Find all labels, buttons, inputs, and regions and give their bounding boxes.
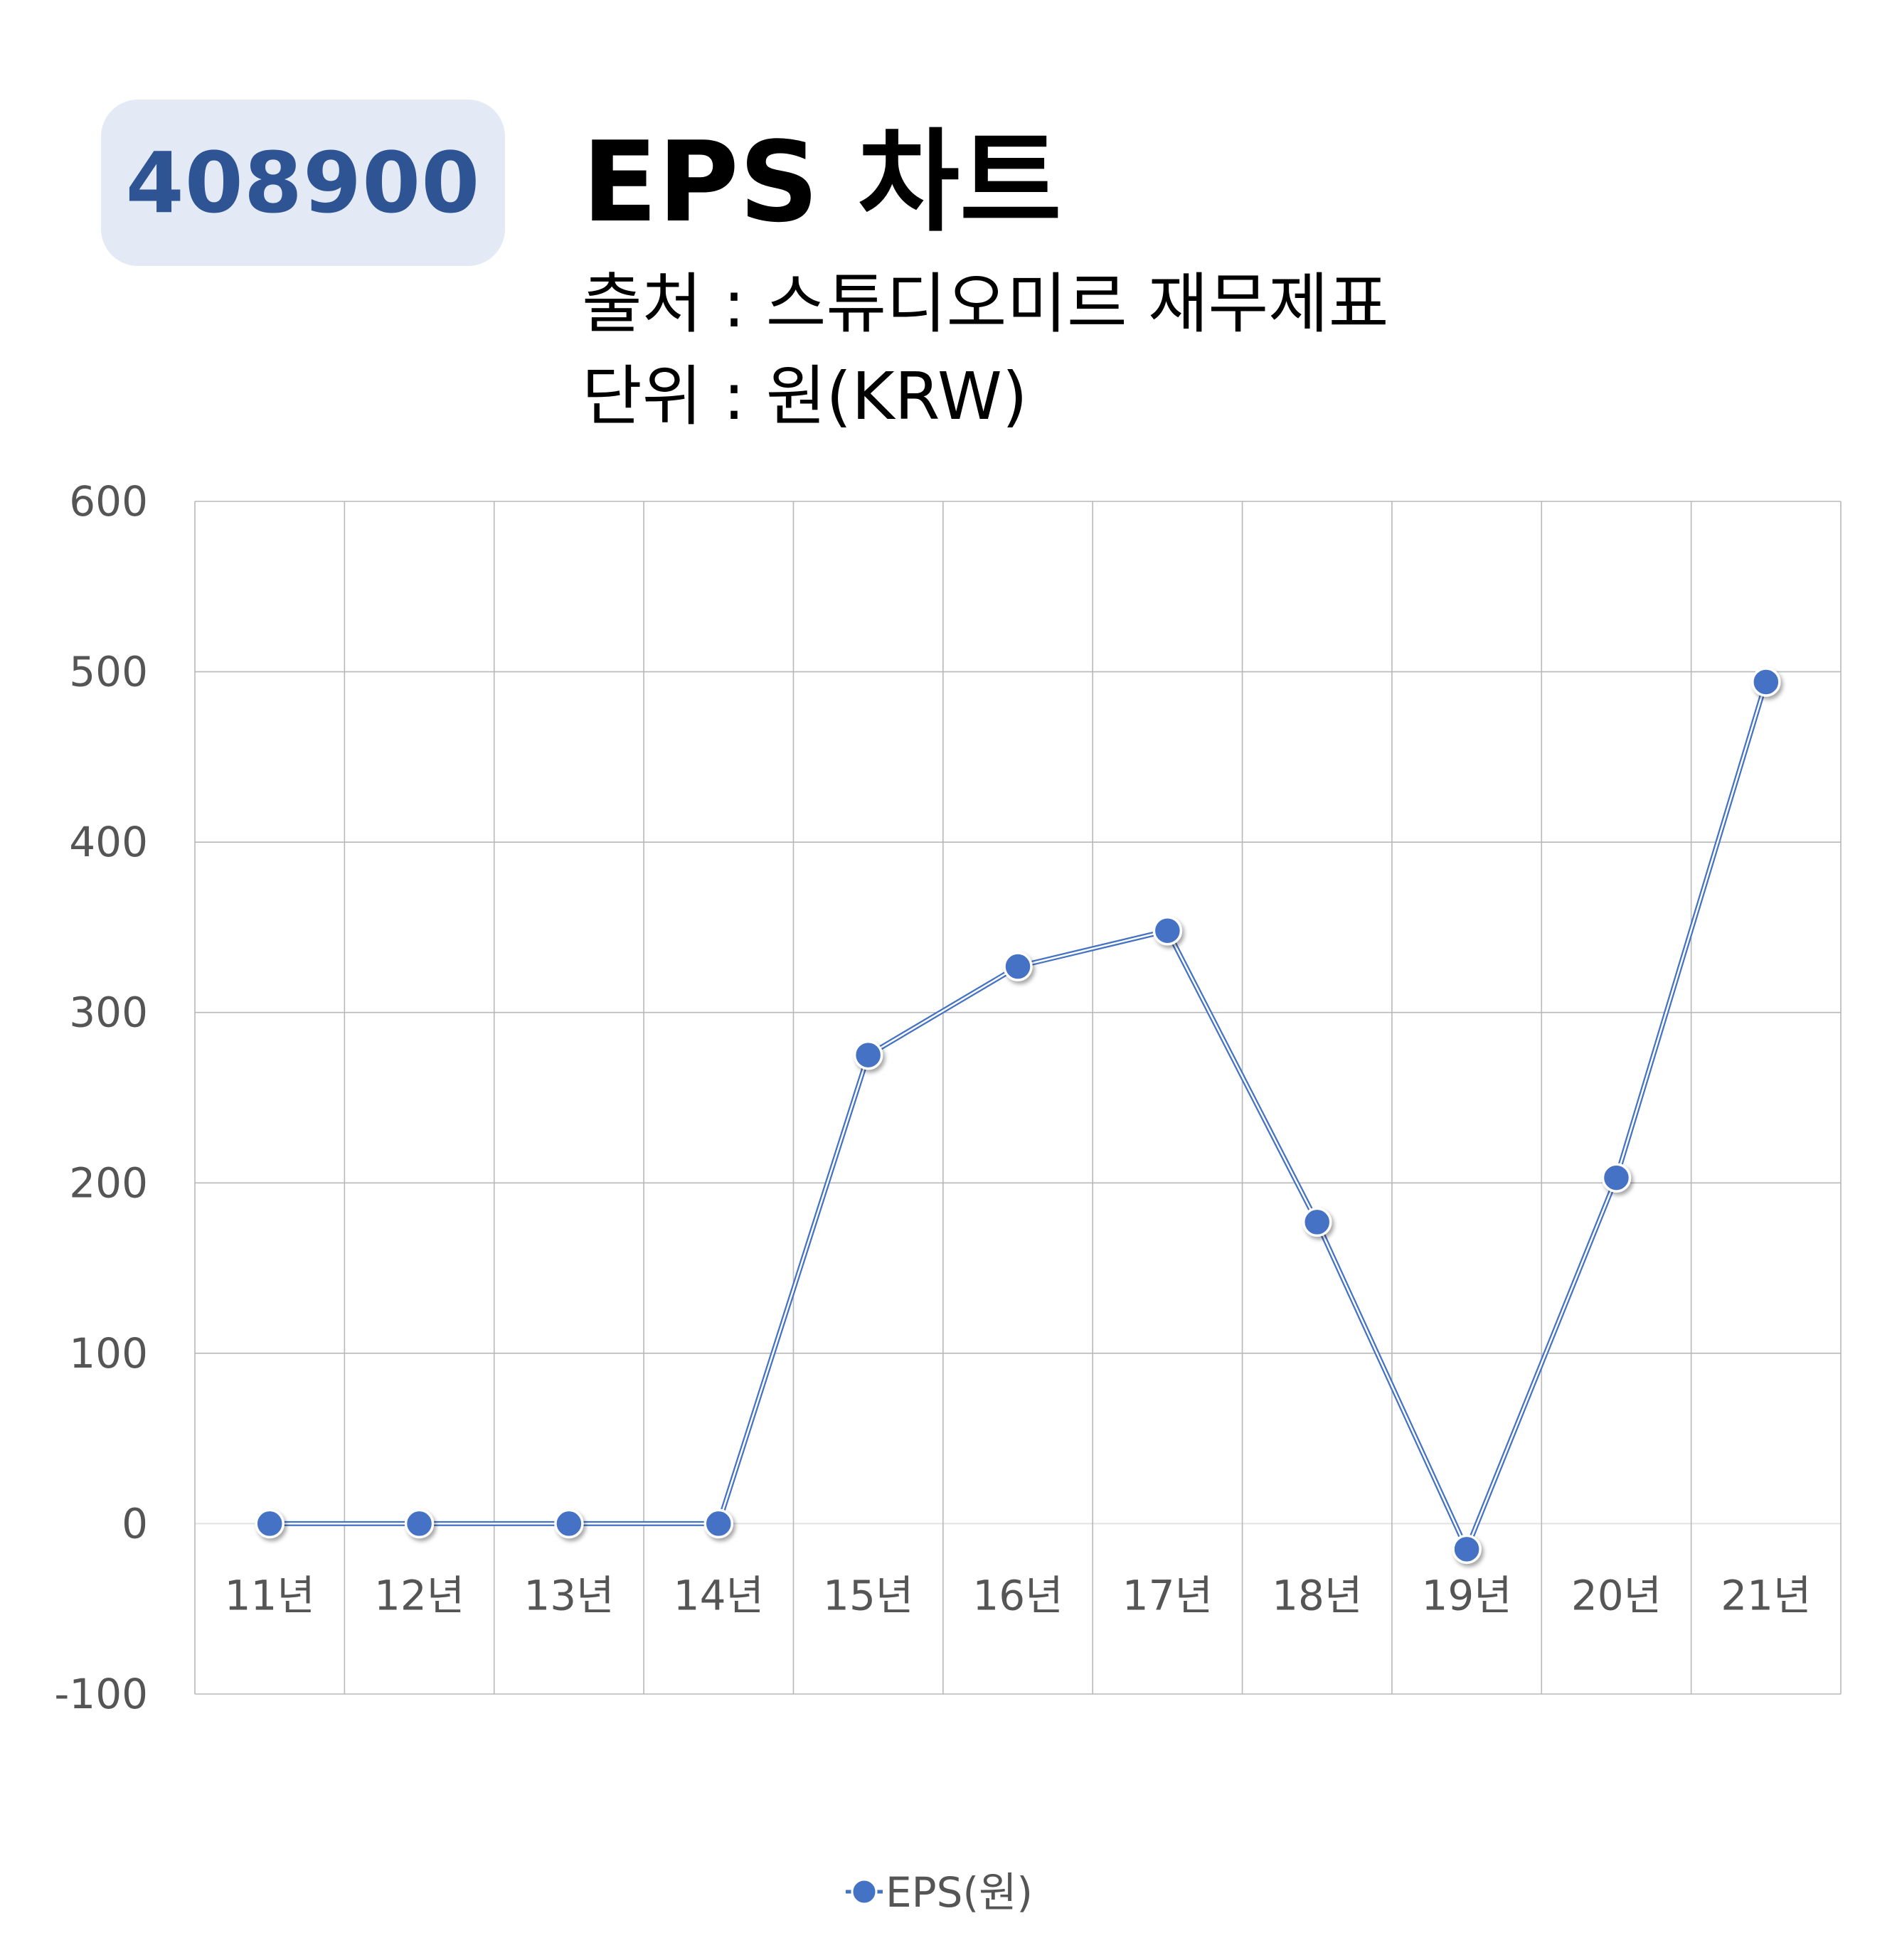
data-point: [1302, 1207, 1332, 1237]
y-tick-label: 400: [69, 818, 148, 866]
data-point: [255, 1508, 285, 1539]
data-point: [404, 1508, 435, 1539]
y-tick-label: 500: [69, 648, 148, 696]
x-tick-label: 16년: [972, 1571, 1063, 1619]
data-point: [1601, 1163, 1632, 1193]
legend-marker: [851, 1878, 878, 1905]
y-tick-label: 200: [69, 1159, 148, 1207]
chart-title: EPS 차트: [582, 117, 1062, 247]
data-point: [1751, 667, 1781, 697]
series-points: [255, 667, 1781, 1565]
grid-lines: [194, 501, 1842, 1695]
y-tick-label: 600: [69, 477, 148, 526]
x-tick-label: 14년: [674, 1571, 764, 1619]
x-tick-label: 13년: [524, 1571, 614, 1619]
data-point: [1152, 915, 1183, 946]
data-point: [1452, 1534, 1482, 1565]
data-point: [1003, 952, 1033, 981]
unit-text: 단위 : 원(KRW): [582, 358, 1028, 435]
x-tick-label: 20년: [1571, 1571, 1662, 1619]
y-tick-label: 300: [69, 989, 148, 1037]
x-axis-ticks: 11년 12년 13년 14년 15년 16년 17년 18년 19년 20년 21년: [225, 1571, 1812, 1619]
x-tick-label: 15년: [823, 1571, 913, 1619]
data-point: [554, 1508, 584, 1539]
legend-label: EPS(원): [886, 1868, 1033, 1917]
y-tick-label: 0: [122, 1499, 148, 1548]
legend: EPS(원): [846, 1868, 1033, 1917]
source-text: 출처 : 스튜디오미르 재무제표: [582, 266, 1389, 342]
stock-code-badge: 408900: [101, 100, 505, 266]
y-tick-label: -100: [54, 1670, 148, 1718]
x-tick-label: 19년: [1422, 1571, 1512, 1619]
y-tick-label: 100: [69, 1329, 148, 1378]
data-point: [853, 1040, 883, 1070]
x-tick-label: 12년: [374, 1571, 464, 1619]
x-tick-label: 18년: [1272, 1571, 1362, 1619]
x-tick-label: 11년: [225, 1571, 315, 1619]
x-tick-label: 21년: [1721, 1571, 1811, 1619]
data-point: [703, 1508, 734, 1539]
x-tick-label: 17년: [1122, 1571, 1213, 1619]
y-axis-ticks: 600 500 400 300 200 100 0 -100: [54, 477, 148, 1718]
